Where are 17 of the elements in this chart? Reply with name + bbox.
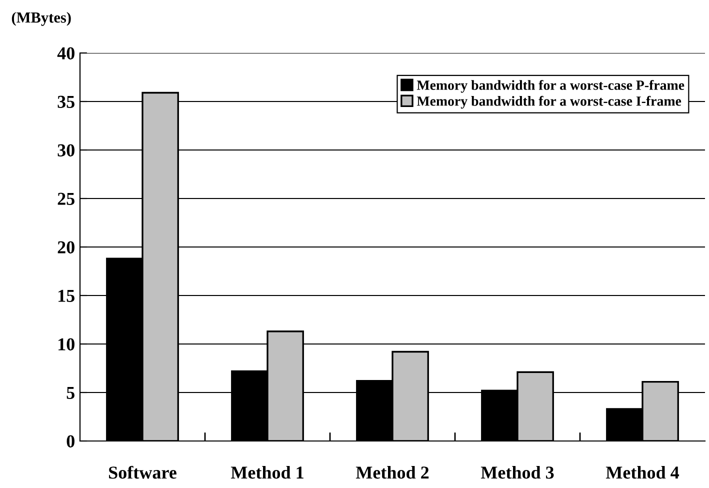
y-tick-label: 15: [58, 290, 74, 302]
legend-label: Memory bandwidth for a worst-case I-frame: [416, 96, 682, 109]
y-tick-label: 30: [58, 144, 74, 156]
x-tick-label: Method 4: [606, 466, 680, 479]
x-tick-label: Method 3: [480, 466, 554, 479]
x-tick-label: Method 2: [356, 466, 429, 479]
y-tick-label: 35: [58, 96, 74, 108]
y-tick-label: 25: [58, 192, 74, 205]
x-tick-label: Software: [109, 466, 176, 479]
y-axis-title: (MBytes): [12, 12, 71, 26]
y-tick-label: 5: [66, 386, 74, 399]
y-tick-label: 10: [58, 338, 74, 350]
y-tick-label: 40: [57, 47, 74, 60]
y-tick-label: 0: [66, 435, 74, 448]
x-tick-label: Method 1: [230, 466, 304, 479]
y-tick-label: 20: [58, 241, 74, 254]
legend-label: Memory bandwidth for a worst-case P-frame: [416, 80, 684, 93]
